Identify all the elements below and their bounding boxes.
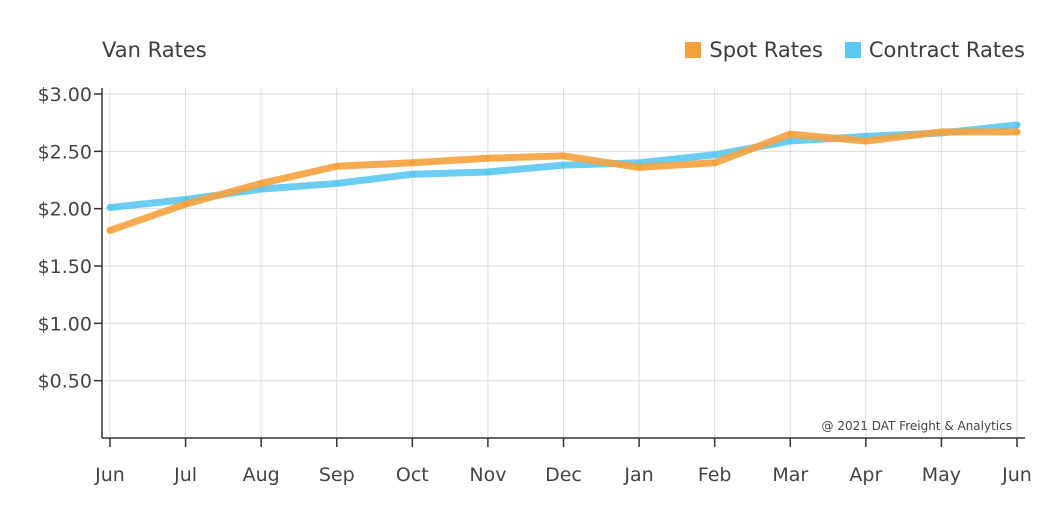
x-tick-label: Sep — [319, 464, 355, 486]
data-point-contract-rates[interactable] — [409, 171, 416, 178]
legend-item-spot-rates[interactable]: Spot Rates — [685, 38, 823, 62]
x-tick-label: Jan — [623, 464, 653, 486]
data-point-spot-rates[interactable] — [787, 131, 794, 138]
y-tick-label: $2.00 — [38, 199, 92, 221]
x-tick-label: Mar — [772, 464, 808, 486]
data-point-contract-rates[interactable] — [1014, 121, 1020, 128]
data-point-contract-rates[interactable] — [787, 138, 794, 145]
data-point-spot-rates[interactable] — [182, 201, 189, 208]
y-tick-label: $3.00 — [38, 84, 92, 106]
x-tick-label: Nov — [469, 464, 506, 486]
data-point-spot-rates[interactable] — [938, 128, 945, 135]
legend: Spot Rates Contract Rates — [663, 38, 1025, 62]
legend-label-spot-rates: Spot Rates — [709, 38, 823, 62]
x-tick-label: Dec — [545, 464, 582, 486]
grid — [102, 88, 1025, 438]
data-point-contract-rates[interactable] — [484, 168, 491, 175]
y-tick-label: $1.00 — [38, 313, 92, 335]
y-tick-label: $2.50 — [38, 141, 92, 163]
data-point-spot-rates[interactable] — [636, 164, 643, 171]
data-point-spot-rates[interactable] — [258, 180, 265, 187]
x-tick-label: Oct — [396, 464, 429, 486]
data-point-spot-rates[interactable] — [711, 159, 718, 166]
copyright-annotation: @ 2021 DAT Freight & Analytics — [822, 419, 1012, 433]
series — [106, 121, 1021, 234]
y-tick-label: $0.50 — [38, 371, 92, 393]
x-tick-label: Aug — [243, 464, 280, 486]
data-point-contract-rates[interactable] — [333, 180, 340, 187]
data-point-spot-rates[interactable] — [862, 138, 869, 145]
data-point-contract-rates[interactable] — [711, 151, 718, 158]
x-tick-label: May — [922, 464, 961, 486]
chart-title: Van Rates — [102, 38, 207, 62]
data-point-spot-rates[interactable] — [107, 227, 113, 234]
legend-item-contract-rates[interactable]: Contract Rates — [844, 38, 1025, 62]
y-tick-label: $1.50 — [38, 256, 92, 278]
data-point-contract-rates[interactable] — [107, 204, 113, 211]
data-point-contract-rates[interactable] — [560, 162, 567, 169]
x-tick-label: Jun — [1001, 464, 1032, 486]
x-axis-ticks: Jun Jul Aug Sep Oct Nov Dec Jan Feb Mar Apr May Jun — [94, 438, 1032, 486]
legend-swatch-spot-rates — [685, 42, 702, 58]
data-point-spot-rates[interactable] — [333, 163, 340, 170]
x-tick-label: Jul — [173, 464, 197, 486]
x-tick-label: Jun — [94, 464, 125, 486]
data-point-spot-rates[interactable] — [560, 152, 567, 159]
data-point-contract-rates[interactable] — [258, 186, 265, 193]
legend-swatch-contract-rates — [844, 42, 861, 58]
legend-label-contract-rates: Contract Rates — [868, 38, 1025, 62]
data-point-spot-rates[interactable] — [409, 159, 416, 166]
data-point-spot-rates[interactable] — [1014, 128, 1020, 135]
x-tick-label: Feb — [698, 464, 732, 486]
data-point-spot-rates[interactable] — [484, 155, 491, 162]
x-tick-label: Apr — [849, 464, 882, 486]
y-axis-ticks: $3.00 $2.50 $2.00 $1.50 $1.00 $0.50 — [38, 84, 102, 393]
